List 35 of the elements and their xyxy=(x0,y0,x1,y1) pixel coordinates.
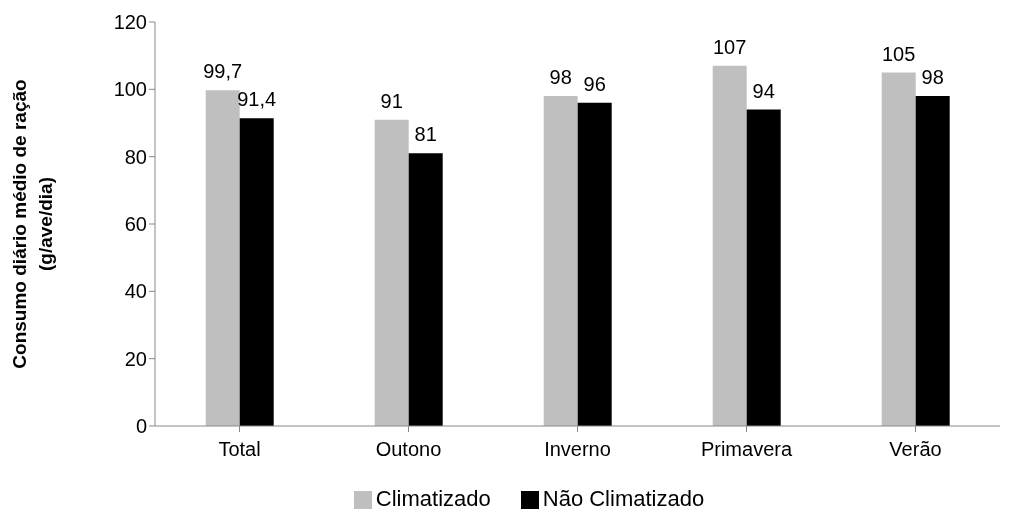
x-tick-label: Primavera xyxy=(700,438,793,461)
data-label: 91 xyxy=(380,89,403,112)
data-label: 99,7 xyxy=(203,60,243,83)
y-tick-label: 120 xyxy=(113,11,147,34)
y-tick-label: 0 xyxy=(135,415,147,438)
data-label: 94 xyxy=(752,79,775,102)
y-tick-label: 100 xyxy=(113,78,147,101)
data-label: 105 xyxy=(882,42,916,65)
y-tick-label: 60 xyxy=(124,213,147,236)
x-tick-label: Verão xyxy=(889,438,942,461)
y-axis-title: Consumo diário médio de ração (g/ave/dia) xyxy=(9,79,56,369)
data-label: 98 xyxy=(921,66,944,89)
bar xyxy=(746,109,781,426)
x-tick-label: Inverno xyxy=(544,438,611,461)
x-tick-label: Outono xyxy=(375,438,442,461)
bar xyxy=(205,90,240,426)
x-tick-label: Total xyxy=(218,438,261,461)
data-label: 98 xyxy=(549,66,572,89)
data-label: 96 xyxy=(583,72,606,95)
bar xyxy=(712,65,747,426)
y-tick-label: 80 xyxy=(124,145,147,168)
legend-label: Climatizado xyxy=(375,486,491,511)
legend-label: Não Climatizado xyxy=(542,486,705,511)
bar xyxy=(239,118,274,426)
bar xyxy=(374,119,409,426)
data-label: 107 xyxy=(713,35,747,58)
bar xyxy=(915,96,950,426)
bar xyxy=(543,96,578,426)
bar xyxy=(577,102,612,426)
bar xyxy=(408,153,443,426)
y-tick-label: 20 xyxy=(124,347,147,370)
data-label: 91,4 xyxy=(237,88,277,111)
y-tick-label: 40 xyxy=(124,280,147,303)
data-label: 81 xyxy=(414,123,437,146)
bar xyxy=(881,72,916,426)
